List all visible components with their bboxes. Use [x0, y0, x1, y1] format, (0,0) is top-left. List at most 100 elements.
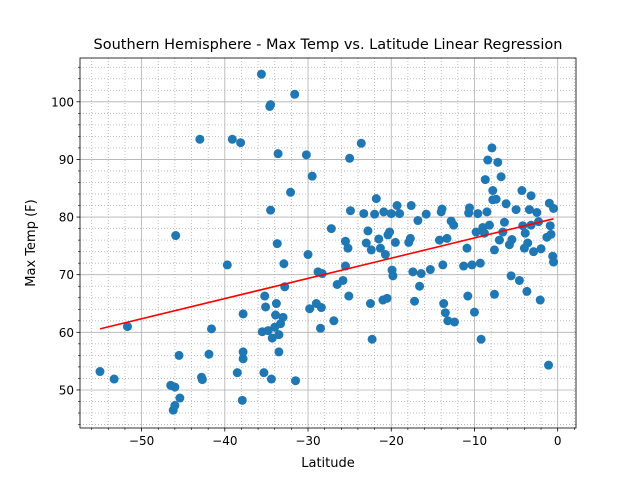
point — [475, 258, 485, 268]
point — [480, 175, 490, 185]
point — [545, 221, 555, 231]
point — [520, 228, 530, 238]
point — [290, 89, 300, 99]
point — [340, 236, 350, 246]
plot-frame — [79, 57, 577, 429]
point — [385, 227, 395, 237]
x-tick-label: −50 — [129, 434, 154, 448]
point — [238, 309, 248, 319]
point — [238, 354, 248, 364]
point — [549, 257, 559, 267]
point — [483, 155, 493, 165]
point — [345, 206, 355, 216]
point — [532, 207, 542, 217]
point — [489, 289, 499, 299]
point — [267, 333, 277, 343]
point — [260, 291, 270, 301]
point — [390, 237, 400, 247]
point — [307, 171, 317, 181]
point — [291, 376, 301, 386]
point — [449, 317, 459, 327]
point — [274, 347, 284, 357]
point — [535, 295, 545, 305]
point — [440, 308, 450, 318]
point — [338, 275, 348, 285]
point — [439, 299, 449, 309]
point — [206, 324, 216, 334]
point — [425, 265, 435, 275]
point — [175, 393, 185, 403]
x-tick-label: −40 — [212, 434, 237, 448]
point — [471, 227, 481, 237]
point — [316, 323, 326, 333]
point — [316, 303, 326, 313]
point — [301, 150, 311, 160]
point — [438, 260, 448, 270]
point — [494, 235, 504, 245]
point — [329, 316, 339, 326]
point — [449, 220, 459, 230]
point — [517, 186, 527, 196]
x-tick-label: −10 — [462, 434, 487, 448]
point — [238, 347, 248, 357]
point — [261, 302, 271, 312]
point — [473, 209, 483, 219]
x-tick-label: −20 — [379, 434, 404, 448]
point — [514, 275, 524, 285]
point — [170, 401, 180, 411]
point — [380, 250, 390, 260]
point — [271, 299, 281, 309]
point — [259, 368, 269, 378]
point — [493, 157, 503, 167]
point — [367, 334, 377, 344]
y-tick-label: 90 — [59, 153, 74, 167]
point — [263, 326, 273, 336]
point — [174, 350, 184, 360]
point — [204, 349, 214, 359]
point — [303, 250, 313, 260]
point — [356, 138, 366, 148]
point — [359, 209, 369, 219]
point — [326, 224, 336, 234]
point — [232, 368, 242, 378]
chart-title: Southern Hemisphere - Max Temp vs. Latit… — [94, 37, 563, 53]
point — [529, 247, 539, 257]
point — [379, 207, 389, 217]
point — [122, 322, 132, 332]
point — [464, 203, 474, 213]
y-tick-label: 50 — [59, 383, 74, 397]
point — [95, 367, 105, 377]
point — [487, 143, 497, 153]
point — [511, 205, 521, 215]
point — [408, 267, 418, 277]
point — [361, 238, 371, 248]
point — [386, 209, 396, 219]
point — [266, 205, 276, 215]
point — [546, 229, 556, 239]
point — [488, 186, 498, 196]
point — [413, 216, 423, 226]
point — [222, 260, 232, 270]
y-tick-label: 70 — [59, 268, 74, 282]
point — [171, 231, 181, 241]
point — [375, 243, 385, 253]
point — [271, 310, 281, 320]
point — [236, 138, 246, 148]
point — [197, 375, 207, 385]
point — [507, 235, 517, 245]
point — [278, 312, 288, 322]
point — [109, 374, 119, 384]
x-tick-label: −30 — [295, 434, 320, 448]
point — [395, 209, 405, 219]
point — [266, 100, 276, 110]
point — [489, 245, 499, 255]
y-tick-label: 60 — [59, 326, 74, 340]
point — [227, 134, 237, 144]
point — [366, 245, 376, 255]
point — [522, 286, 532, 296]
point — [523, 238, 533, 248]
point — [371, 194, 381, 204]
point — [435, 235, 445, 245]
point — [496, 172, 506, 182]
